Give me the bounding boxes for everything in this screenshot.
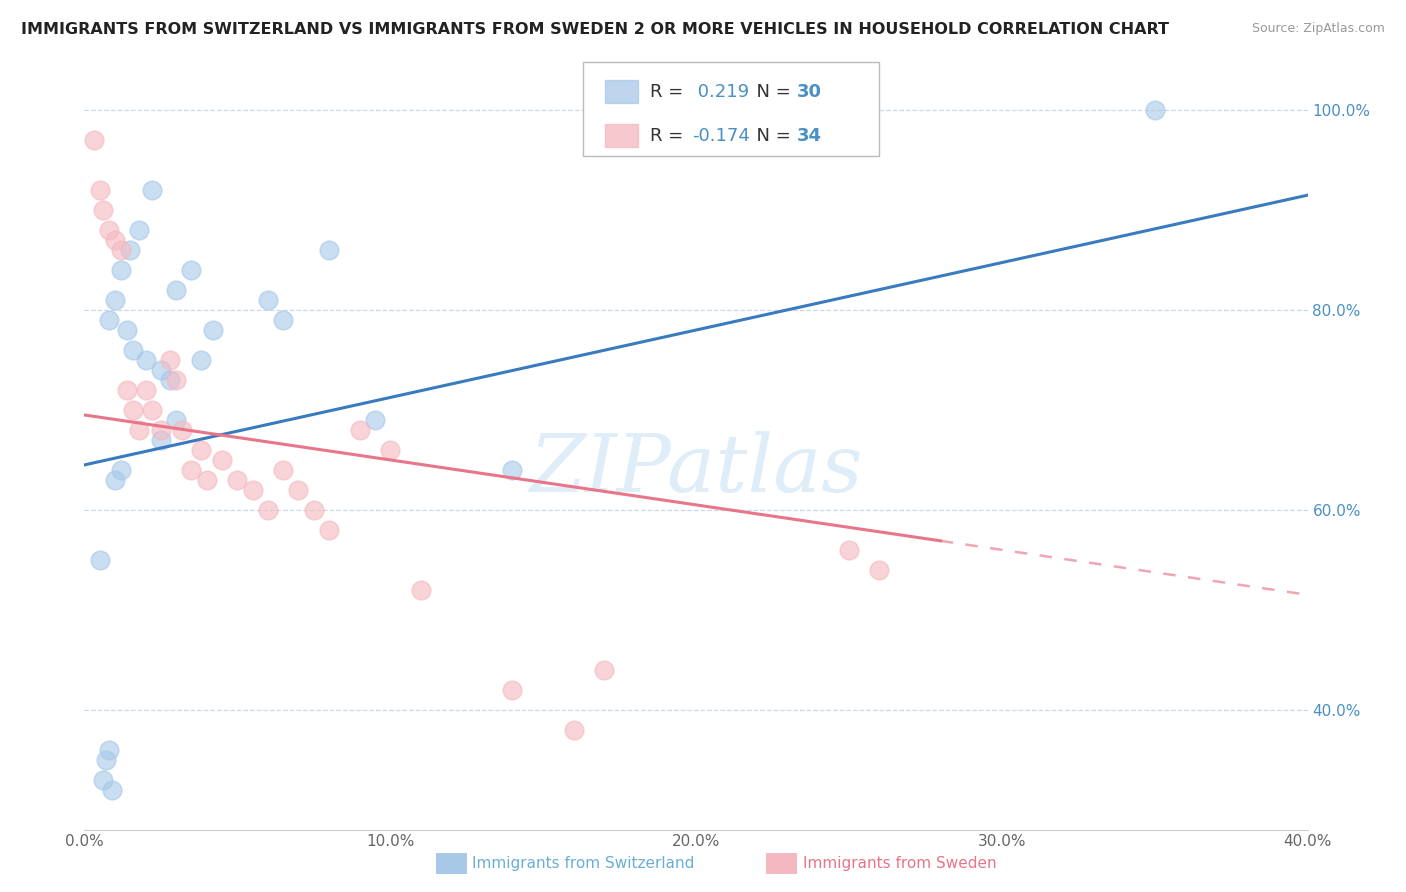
Point	[128, 423, 150, 437]
Point	[318, 243, 340, 257]
Point	[190, 353, 212, 368]
Text: R =: R =	[650, 127, 689, 145]
Point	[165, 413, 187, 427]
Point	[89, 183, 111, 197]
Point	[869, 563, 891, 577]
Point	[97, 313, 120, 327]
Point	[593, 663, 616, 677]
Point	[271, 313, 294, 327]
Text: Immigrants from Sweden: Immigrants from Sweden	[803, 856, 997, 871]
Text: ZIPatlas: ZIPatlas	[529, 431, 863, 508]
Point	[128, 223, 150, 237]
Point	[211, 453, 233, 467]
Point	[271, 463, 294, 477]
Point	[122, 343, 145, 357]
Point	[364, 413, 387, 427]
Point	[502, 463, 524, 477]
Point	[97, 223, 120, 237]
Text: N =: N =	[745, 83, 797, 101]
Text: Immigrants from Switzerland: Immigrants from Switzerland	[472, 856, 695, 871]
Point	[1143, 103, 1166, 118]
Point	[110, 243, 132, 257]
Point	[135, 353, 157, 368]
Point	[115, 323, 138, 337]
Point	[115, 383, 138, 397]
Point	[302, 503, 325, 517]
Point	[91, 203, 114, 218]
Point	[149, 423, 172, 437]
Text: IMMIGRANTS FROM SWITZERLAND VS IMMIGRANTS FROM SWEDEN 2 OR MORE VEHICLES IN HOUS: IMMIGRANTS FROM SWITZERLAND VS IMMIGRANT…	[21, 22, 1170, 37]
Point	[257, 293, 280, 307]
Point	[502, 682, 524, 697]
Point	[89, 553, 111, 567]
Text: N =: N =	[745, 127, 797, 145]
Point	[409, 582, 432, 597]
Point	[91, 772, 114, 787]
Point	[83, 133, 105, 147]
Point	[149, 433, 172, 447]
Point	[141, 403, 163, 417]
Point	[349, 423, 371, 437]
Point	[180, 263, 202, 277]
Point	[380, 442, 402, 457]
Point	[159, 353, 181, 368]
Point	[141, 183, 163, 197]
Point	[104, 233, 127, 247]
Point	[287, 483, 309, 497]
Point	[101, 782, 124, 797]
Point	[97, 742, 120, 756]
Point	[110, 463, 132, 477]
Point	[110, 263, 132, 277]
Text: Source: ZipAtlas.com: Source: ZipAtlas.com	[1251, 22, 1385, 36]
Point	[180, 463, 202, 477]
Point	[562, 723, 585, 737]
Point	[226, 473, 249, 487]
Point	[172, 423, 194, 437]
Point	[190, 442, 212, 457]
Point	[122, 403, 145, 417]
Point	[195, 473, 218, 487]
Point	[94, 753, 117, 767]
Text: 30: 30	[797, 83, 823, 101]
Point	[135, 383, 157, 397]
Point	[149, 363, 172, 377]
Text: 34: 34	[797, 127, 823, 145]
Text: R =: R =	[650, 83, 689, 101]
Point	[165, 283, 187, 297]
Point	[242, 483, 264, 497]
Point	[201, 323, 224, 337]
Text: 0.219: 0.219	[692, 83, 749, 101]
Text: -0.174: -0.174	[692, 127, 749, 145]
Point	[257, 503, 280, 517]
Point	[120, 243, 142, 257]
Point	[159, 373, 181, 387]
Point	[318, 523, 340, 537]
Point	[104, 293, 127, 307]
Point	[838, 542, 860, 557]
Point	[165, 373, 187, 387]
Point	[104, 473, 127, 487]
